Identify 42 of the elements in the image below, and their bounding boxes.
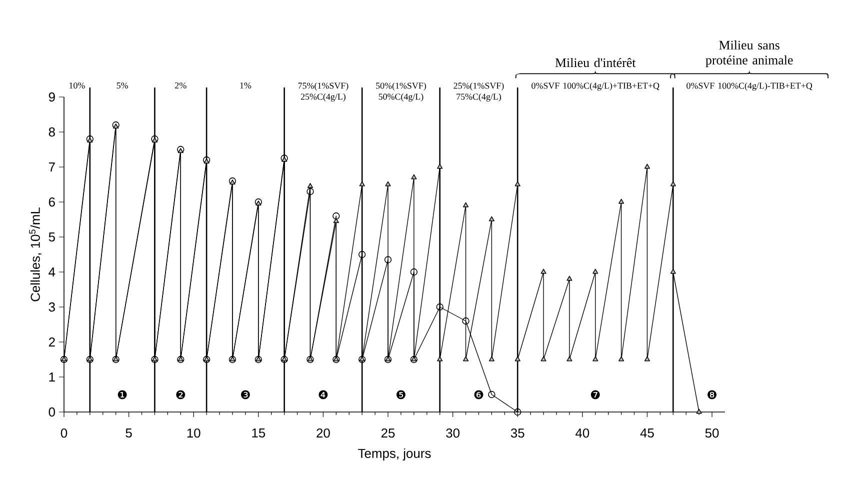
text: 5% [116, 82, 128, 89]
y-tick-label: 8 [48, 127, 55, 137]
y-tick-label: 1 [49, 372, 55, 382]
annotation: ❺ [396, 390, 406, 400]
y-tick-label: 2 [48, 337, 55, 347]
x-tick-label: 15 [252, 428, 266, 438]
y-tick-label: 3 [48, 302, 55, 312]
x-tick-label: 40 [576, 428, 590, 438]
annotation: ❽ [708, 390, 716, 400]
x-tick-label: 20 [316, 428, 330, 438]
annotation: ❸ [240, 390, 250, 400]
x-tick-label: 50 [705, 428, 719, 438]
annotation: ❶ [118, 390, 127, 400]
text: 10% [70, 82, 85, 89]
annotation: ❹ [318, 390, 328, 400]
annotation: 50%(1%SVF) 50%C(4g/L) [376, 82, 426, 102]
text: 0%SVF 100%C(4g/L)+TIB+ET+Q [532, 82, 660, 91]
x-tick-label: 35 [510, 428, 524, 438]
y-tick-label: 7 [48, 162, 55, 172]
x-tick-label: 30 [446, 428, 460, 438]
text: 1% [240, 82, 252, 89]
x-tick-label: 45 [640, 428, 654, 438]
x-tick-label: 10 [187, 428, 200, 438]
y-axis-title: Cellules, 10$^{5}$/mL [29, 208, 42, 302]
text: Milieu sans protéine animale [706, 40, 793, 68]
annotation: ❷ [176, 390, 186, 400]
text: 2% [175, 82, 186, 89]
annotation: ❼ [590, 390, 600, 400]
x-tick-label: 25 [381, 428, 395, 438]
annotation: 25%(1%SVF) 75%C(4g/L) [454, 82, 504, 102]
x-tick-label: 0 [60, 428, 68, 438]
x-axis-title: Temps, jours [358, 448, 431, 461]
y-tick-label: 0 [48, 407, 55, 417]
y-tick-label: 5 [48, 232, 55, 242]
text: 0%SVF 100%C(4g/L)-TIB+ET+Q [686, 82, 812, 91]
y-tick-label: 9 [48, 92, 55, 102]
y-tick-label: 4 [48, 268, 56, 276]
text: Milieu d'intérêt [555, 58, 636, 68]
annotation: 75%(1%SVF) 25%C(4g/L) [298, 82, 348, 102]
x-tick-label: 5 [126, 428, 132, 438]
y-tick-label: 6 [48, 197, 55, 207]
annotation: ❻ [474, 390, 484, 400]
